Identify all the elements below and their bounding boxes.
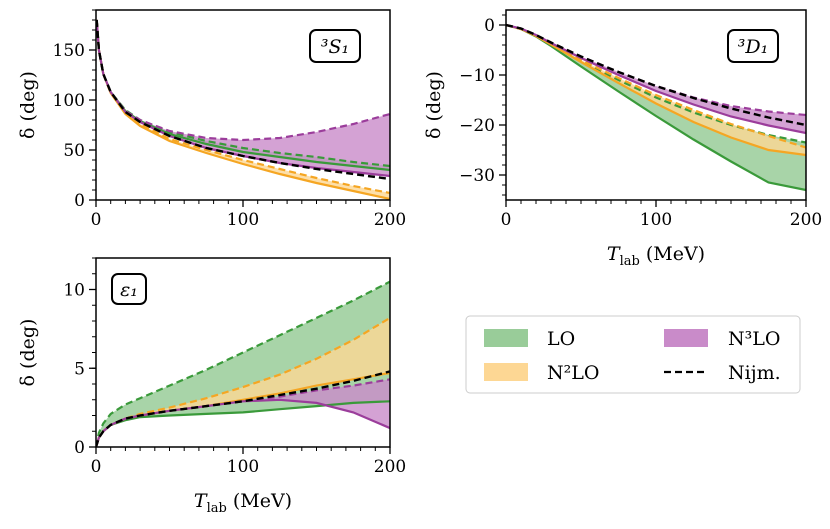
y-tick-label: 0 <box>484 16 495 36</box>
y-tick-label: 10 <box>63 281 85 301</box>
plot-area <box>96 19 390 200</box>
band-n3lo <box>96 20 390 176</box>
band-n2lo <box>506 25 806 155</box>
x-tick-label: 0 <box>501 210 512 230</box>
panel-label-box <box>727 29 779 63</box>
panel-label-box <box>111 273 147 305</box>
line-nijm <box>96 370 390 447</box>
plot-area <box>506 23 806 192</box>
x-tick-label: 100 <box>227 457 259 477</box>
legend-label-nijm: Nijm. <box>728 362 781 384</box>
y-tick-label: 100 <box>53 91 85 111</box>
panel-label: ³S₁ <box>321 36 349 58</box>
x-tick-label: 0 <box>91 457 102 477</box>
legend-label-lo: LO <box>547 328 575 350</box>
y-tick-label: 5 <box>74 359 85 379</box>
edge-n2lo-dashed <box>96 19 390 195</box>
line-nijm <box>506 23 806 127</box>
x-tick-label: 200 <box>374 457 406 477</box>
x-tick-label: 0 <box>91 210 102 230</box>
edge-lo-dashed <box>96 280 390 447</box>
panel-3s1: 0 100 200 0 50 100 150 δ (deg) ³S₁ <box>17 9 406 230</box>
panel-3d1: 0 100 200 0 −10 −20 −30 δ (deg) Tlab (MeV) ³D₁ <box>423 9 822 269</box>
panel-label-box <box>309 29 361 63</box>
x-tick-label: 200 <box>374 210 406 230</box>
panel-label: ε₁ <box>120 279 138 301</box>
x-axis-label: Tlab (MeV) <box>194 490 292 516</box>
y-axis-label: δ (deg) <box>423 71 445 139</box>
band-n3lo <box>96 379 390 447</box>
legend-frame <box>465 315 801 394</box>
line-nijm <box>96 19 390 181</box>
edge-n3lo-dashed <box>96 19 390 142</box>
y-axis-label: δ (deg) <box>17 319 39 387</box>
x-tick-label: 100 <box>640 210 672 230</box>
legend-label-n3lo: N³LO <box>728 328 780 350</box>
y-axis-label: δ (deg) <box>17 71 39 139</box>
plot-area <box>96 280 390 447</box>
y-tick-label: −10 <box>459 66 495 86</box>
legend-swatch-n2lo <box>484 363 528 381</box>
legend-swatch-n3lo <box>664 329 708 347</box>
legend: LO N³LO N²LO Nijm. <box>465 315 801 394</box>
legend-swatch-lo <box>484 329 528 347</box>
y-tick-label: 150 <box>53 41 85 61</box>
panel-label: ³D₁ <box>738 36 768 58</box>
legend-label-n2lo: N²LO <box>547 362 599 384</box>
y-tick-label: 0 <box>74 438 85 458</box>
y-tick-label: 50 <box>63 141 85 161</box>
y-tick-label: −30 <box>459 166 495 186</box>
y-tick-label: −20 <box>459 116 495 136</box>
x-axis-label: Tlab (MeV) <box>607 243 705 269</box>
band-n3lo <box>506 25 806 133</box>
x-tick-label: 200 <box>790 210 822 230</box>
panel-eps1: 0 100 200 0 5 10 δ (deg) Tlab (MeV) ε₁ <box>17 257 406 516</box>
y-tick-label: 0 <box>74 191 85 211</box>
x-tick-label: 100 <box>227 210 259 230</box>
